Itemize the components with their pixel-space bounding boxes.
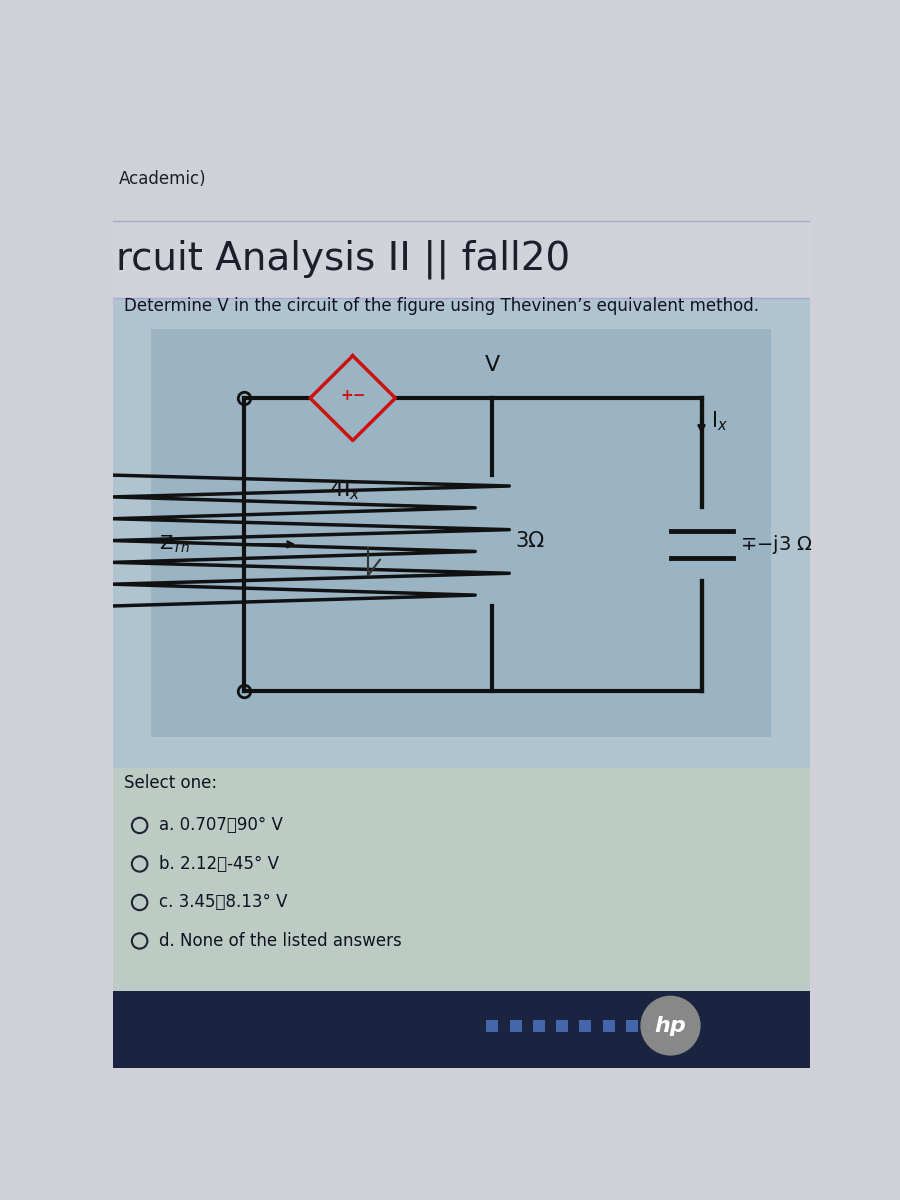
Text: c. 3.45⤀8.13° V: c. 3.45⤀8.13° V <box>159 894 287 912</box>
Text: Academic): Academic) <box>119 169 206 187</box>
Text: rcuit Analysis II || fall20: rcuit Analysis II || fall20 <box>116 240 571 280</box>
Bar <box>112 768 810 991</box>
Text: +−: +− <box>340 388 365 402</box>
Text: Z$_{Th}$: Z$_{Th}$ <box>159 534 191 556</box>
Bar <box>151 329 771 737</box>
Text: $\mp$−j3 Ω: $\mp$−j3 Ω <box>740 533 813 556</box>
Text: Determine V in the circuit of the figure using Thevinen’s equivalent method.: Determine V in the circuit of the figure… <box>124 296 759 314</box>
Bar <box>112 144 810 221</box>
Text: Select one:: Select one: <box>124 774 217 792</box>
Text: V: V <box>484 355 500 374</box>
Bar <box>112 991 810 1068</box>
Text: 4I$_x$: 4I$_x$ <box>328 479 361 503</box>
Text: hp: hp <box>654 1015 687 1036</box>
Circle shape <box>641 996 700 1055</box>
Bar <box>112 298 810 768</box>
Bar <box>112 221 810 298</box>
Text: d. None of the listed answers: d. None of the listed answers <box>159 932 401 950</box>
Text: b. 2.12⤀-45° V: b. 2.12⤀-45° V <box>159 854 279 872</box>
Text: 3Ω: 3Ω <box>516 530 544 551</box>
Text: I$_x$: I$_x$ <box>711 409 728 433</box>
Text: a. 0.707⤀90° V: a. 0.707⤀90° V <box>159 816 283 834</box>
